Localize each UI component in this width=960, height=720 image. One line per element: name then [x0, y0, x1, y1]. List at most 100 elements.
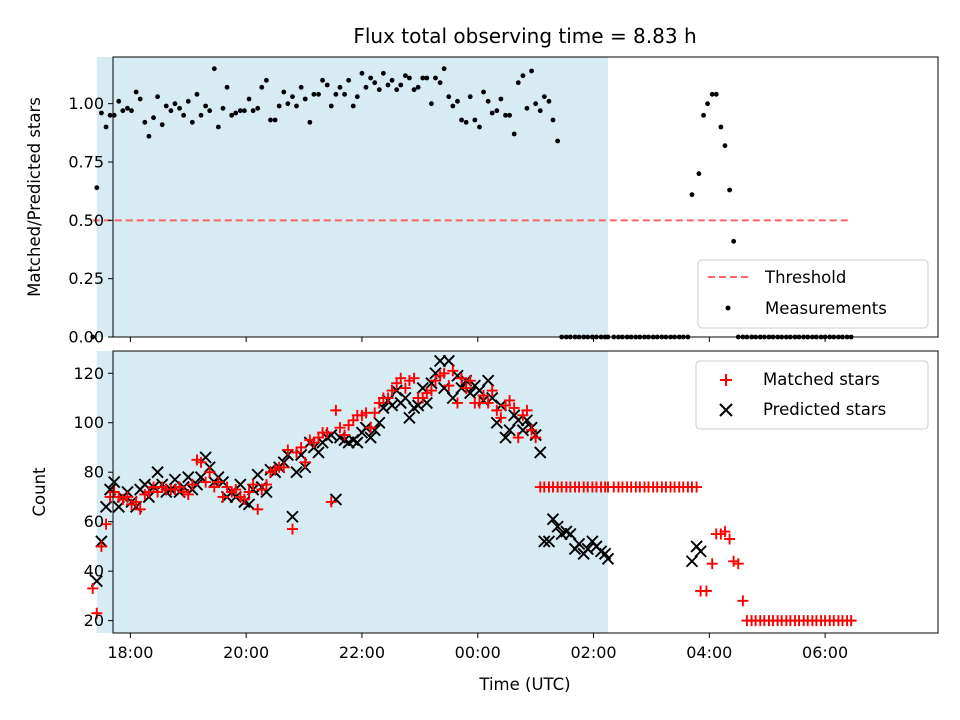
measurement-point — [103, 124, 109, 130]
predicted-star-point — [234, 478, 247, 491]
matched-star-point — [95, 540, 107, 552]
measurement-point — [463, 119, 469, 125]
matched-star-point — [260, 479, 272, 491]
measurement-point — [398, 82, 404, 88]
predicted-star-point — [481, 374, 495, 387]
predicted-star-point — [151, 466, 164, 479]
matched-star-point — [286, 523, 298, 535]
measurements-series — [90, 66, 854, 340]
measurement-point — [380, 70, 386, 76]
top-y-tick-label: 0.75 — [68, 153, 104, 172]
measurement-point — [424, 75, 430, 81]
measurement-point — [99, 110, 104, 116]
predicted-star-point — [242, 498, 256, 511]
matched-star-point — [217, 491, 229, 503]
matched-star-point — [343, 419, 355, 431]
matched-star-point — [495, 412, 507, 424]
measurement-point — [437, 80, 443, 86]
predicted-star-point — [199, 451, 212, 464]
measurement-point — [467, 94, 473, 100]
measurement-point — [503, 112, 508, 118]
measurement-point — [333, 91, 339, 97]
measurement-point — [696, 171, 702, 177]
measurement-point — [163, 103, 169, 109]
measurement-point — [363, 84, 369, 90]
measurement-point — [537, 108, 543, 114]
measurement-point — [507, 112, 512, 118]
measurement-point — [541, 94, 547, 100]
matched-star-point — [732, 558, 744, 570]
measurement-point — [550, 117, 556, 123]
measurement-point — [459, 117, 464, 123]
measurement-point — [168, 108, 174, 114]
matched-star-point — [369, 407, 381, 419]
x-tick-label: 04:00 — [686, 643, 732, 662]
matched-star-point — [530, 432, 542, 444]
measurement-point — [342, 91, 347, 97]
top-y-axis: 0.00 0.25 0.50 0.75 1.00 — [68, 94, 113, 347]
x-tick-label: 22:00 — [339, 643, 385, 662]
measurement-point — [402, 73, 408, 79]
measurement-point — [155, 94, 160, 100]
top-y-tick-label: 0.25 — [68, 269, 104, 288]
measurement-point — [511, 131, 517, 137]
measurement-point — [441, 66, 447, 72]
predicted-star-point — [312, 446, 325, 459]
matched-star-point — [330, 404, 342, 416]
predicted-star-point — [99, 500, 113, 514]
measurement-point — [151, 115, 156, 121]
legend-predicted-label: Predicted stars — [763, 400, 886, 419]
bottom-y-tick-label: 120 — [73, 364, 104, 383]
measurement-point — [177, 105, 182, 111]
measurement-point — [189, 119, 195, 125]
measurement-point — [133, 89, 139, 95]
measurement-point — [515, 80, 521, 86]
measurement-point — [455, 98, 460, 104]
matched-star-point — [421, 387, 433, 399]
predicted-star-point — [373, 416, 386, 429]
measurement-point — [307, 119, 313, 125]
measurement-point — [385, 82, 391, 88]
measurement-point — [220, 105, 226, 111]
measurement-point — [229, 112, 235, 118]
measurement-point — [94, 185, 100, 191]
predicted-star-point — [685, 555, 699, 568]
matched-star-point — [438, 367, 450, 379]
matched-star-point — [456, 372, 468, 384]
measurement-point — [411, 87, 417, 93]
matched-star-point — [221, 481, 233, 493]
measurement-point — [290, 94, 295, 100]
matched-star-point — [282, 444, 294, 456]
measurement-point — [90, 334, 96, 340]
top-y-tick-label: 1.00 — [68, 94, 104, 113]
measurement-point — [181, 112, 187, 118]
measurement-point — [489, 110, 495, 116]
measurement-point — [376, 87, 382, 93]
measurement-point — [359, 70, 365, 76]
bottom-panel: 20 40 60 80 100 120 18:00 20:00 22:00 00:00 02:00… — [30, 350, 939, 694]
chart-title: Flux total observing time = 8.83 h — [353, 24, 696, 48]
matched-star-point — [195, 456, 207, 468]
measurement-point — [520, 73, 526, 79]
matched-star-point — [386, 385, 398, 397]
measurement-point — [407, 75, 412, 81]
matched-star-point — [339, 429, 351, 441]
measurement-point — [194, 91, 200, 97]
predicted-star-point — [286, 510, 299, 523]
predicted-star-point — [551, 520, 564, 533]
matched-star-point — [478, 390, 490, 402]
bottom-axes-frame — [112, 350, 939, 634]
measurement-point — [446, 94, 452, 100]
matched-star-point — [719, 526, 731, 538]
measurement-point — [116, 98, 122, 104]
matched-star-point — [186, 479, 198, 491]
predicted-star-point — [534, 446, 547, 459]
measurement-point — [107, 112, 113, 118]
measurement-point — [185, 98, 191, 104]
matched-star-point — [134, 503, 146, 515]
measurement-point — [264, 77, 269, 83]
matched-star-point — [256, 484, 268, 496]
measurement-point — [524, 105, 530, 111]
predicted-star-point — [581, 542, 594, 556]
predicted-star-point — [433, 354, 447, 368]
